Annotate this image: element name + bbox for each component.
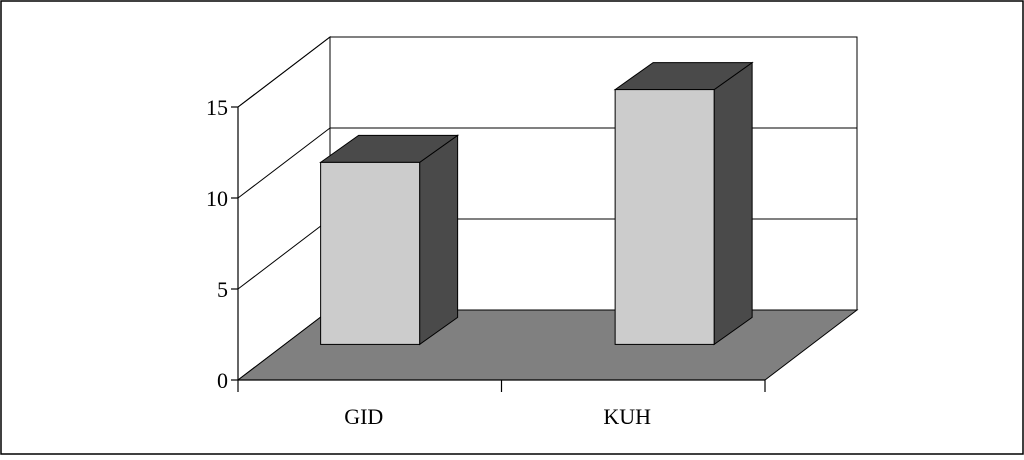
y-tick-label: 0 — [217, 368, 228, 393]
bar-front — [320, 161, 421, 345]
bars — [319, 61, 754, 346]
y-tick-label: 15 — [206, 95, 228, 120]
gridline-15 — [237, 36, 857, 108]
x-tick-label: GID — [344, 404, 383, 429]
y-tick-label: 10 — [206, 186, 228, 211]
bar-gid — [319, 134, 460, 346]
y-tick-labels: 0 5 10 15 — [206, 95, 228, 393]
bar-kuh — [613, 61, 754, 346]
bar-side — [713, 61, 753, 346]
x-tick-label: KUH — [603, 404, 651, 429]
axes — [231, 106, 766, 392]
bar-front — [614, 89, 715, 345]
x-tick-labels: GID KUH — [344, 404, 651, 429]
y-tick-label: 5 — [217, 277, 228, 302]
bar-side — [419, 134, 459, 346]
